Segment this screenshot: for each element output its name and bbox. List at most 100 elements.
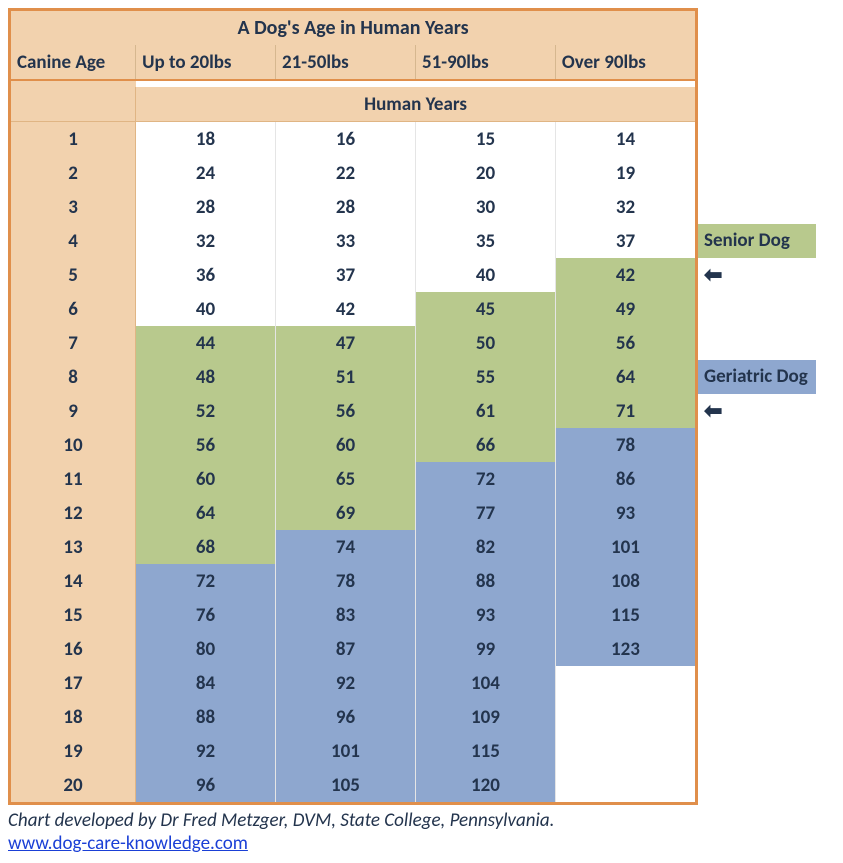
human-years-label: Human Years	[136, 87, 697, 122]
legend-arrow-geriatric: ⬅	[698, 394, 816, 428]
value-cell: 16	[276, 122, 416, 157]
table-row: 536374042	[10, 258, 697, 292]
value-cell: 76	[136, 598, 276, 632]
value-cell: 115	[555, 598, 696, 632]
value-cell	[555, 700, 696, 734]
value-cell: 49	[555, 292, 696, 326]
age-cell: 1	[10, 122, 136, 157]
table-title: A Dog's Age in Human Years	[10, 10, 697, 46]
value-cell: 83	[276, 598, 416, 632]
age-cell: 8	[10, 360, 136, 394]
legend-arrow-senior: ⬅	[698, 258, 816, 292]
value-cell: 40	[415, 258, 555, 292]
value-cell: 42	[555, 258, 696, 292]
value-cell: 104	[415, 666, 555, 700]
age-cell: 13	[10, 530, 136, 564]
value-cell: 52	[136, 394, 276, 428]
value-cell: 56	[136, 428, 276, 462]
table-row: 432333537	[10, 224, 697, 258]
value-cell: 86	[555, 462, 696, 496]
table-row: 744475056	[10, 326, 697, 360]
table-row: 640424549	[10, 292, 697, 326]
value-cell: 20	[415, 156, 555, 190]
value-cell: 92	[136, 734, 276, 768]
value-cell: 50	[415, 326, 555, 360]
age-cell: 4	[10, 224, 136, 258]
value-cell: 74	[276, 530, 416, 564]
col-over-90: Over 90lbs	[555, 45, 696, 80]
title-row: A Dog's Age in Human Years	[10, 10, 697, 46]
value-cell: 56	[276, 394, 416, 428]
value-cell: 60	[276, 428, 416, 462]
value-cell: 42	[276, 292, 416, 326]
table-row: 224222019	[10, 156, 697, 190]
table-row: 16808799123	[10, 632, 697, 666]
age-cell: 11	[10, 462, 136, 496]
value-cell: 45	[415, 292, 555, 326]
col-51-90: 51-90lbs	[415, 45, 555, 80]
value-cell: 14	[555, 122, 696, 157]
legend: Senior Dog ⬅ Geriatric Dog ⬅	[698, 8, 816, 428]
value-cell: 48	[136, 360, 276, 394]
value-cell: 61	[415, 394, 555, 428]
value-cell: 101	[555, 530, 696, 564]
value-cell: 68	[136, 530, 276, 564]
value-cell: 99	[415, 632, 555, 666]
value-cell: 47	[276, 326, 416, 360]
value-cell: 22	[276, 156, 416, 190]
age-cell: 3	[10, 190, 136, 224]
header-row: Canine Age Up to 20lbs 21-50lbs 51-90lbs…	[10, 45, 697, 80]
value-cell	[555, 734, 696, 768]
legend-geriatric: Geriatric Dog	[698, 360, 816, 394]
value-cell: 36	[136, 258, 276, 292]
value-cell: 56	[555, 326, 696, 360]
value-cell: 60	[136, 462, 276, 496]
table-row: 328283032	[10, 190, 697, 224]
value-cell: 93	[555, 496, 696, 530]
table-row: 118161514	[10, 122, 697, 157]
value-cell: 72	[415, 462, 555, 496]
value-cell: 115	[415, 734, 555, 768]
human-years-row: Human Years	[10, 87, 697, 122]
col-up-to-20: Up to 20lbs	[136, 45, 276, 80]
table-body: 1181615142242220193282830324323335375363…	[10, 122, 697, 804]
age-cell: 5	[10, 258, 136, 292]
value-cell: 71	[555, 394, 696, 428]
age-cell: 14	[10, 564, 136, 598]
col-21-50: 21-50lbs	[276, 45, 416, 80]
age-cell: 20	[10, 768, 136, 804]
value-cell: 18	[136, 122, 276, 157]
source-link[interactable]: www.dog-care-knowledge.com	[8, 832, 835, 855]
value-cell: 93	[415, 598, 555, 632]
value-cell: 78	[555, 428, 696, 462]
value-cell: 64	[555, 360, 696, 394]
value-cell: 15	[415, 122, 555, 157]
table-row: 1992101115	[10, 734, 697, 768]
value-cell: 84	[136, 666, 276, 700]
value-cell: 92	[276, 666, 416, 700]
value-cell: 44	[136, 326, 276, 360]
value-cell: 88	[136, 700, 276, 734]
age-cell: 6	[10, 292, 136, 326]
table-row: 13687482101	[10, 530, 697, 564]
table-row: 188896109	[10, 700, 697, 734]
value-cell: 120	[415, 768, 555, 804]
value-cell: 105	[276, 768, 416, 804]
table-row: 952566171	[10, 394, 697, 428]
col-canine-age: Canine Age	[10, 45, 136, 80]
age-cell: 7	[10, 326, 136, 360]
value-cell: 32	[555, 190, 696, 224]
age-cell: 18	[10, 700, 136, 734]
age-cell: 12	[10, 496, 136, 530]
value-cell: 72	[136, 564, 276, 598]
age-cell: 15	[10, 598, 136, 632]
value-cell: 30	[415, 190, 555, 224]
age-cell: 16	[10, 632, 136, 666]
value-cell: 28	[136, 190, 276, 224]
value-cell: 66	[415, 428, 555, 462]
value-cell: 108	[555, 564, 696, 598]
age-cell: 2	[10, 156, 136, 190]
table-row: 14727888108	[10, 564, 697, 598]
value-cell: 123	[555, 632, 696, 666]
value-cell: 37	[276, 258, 416, 292]
